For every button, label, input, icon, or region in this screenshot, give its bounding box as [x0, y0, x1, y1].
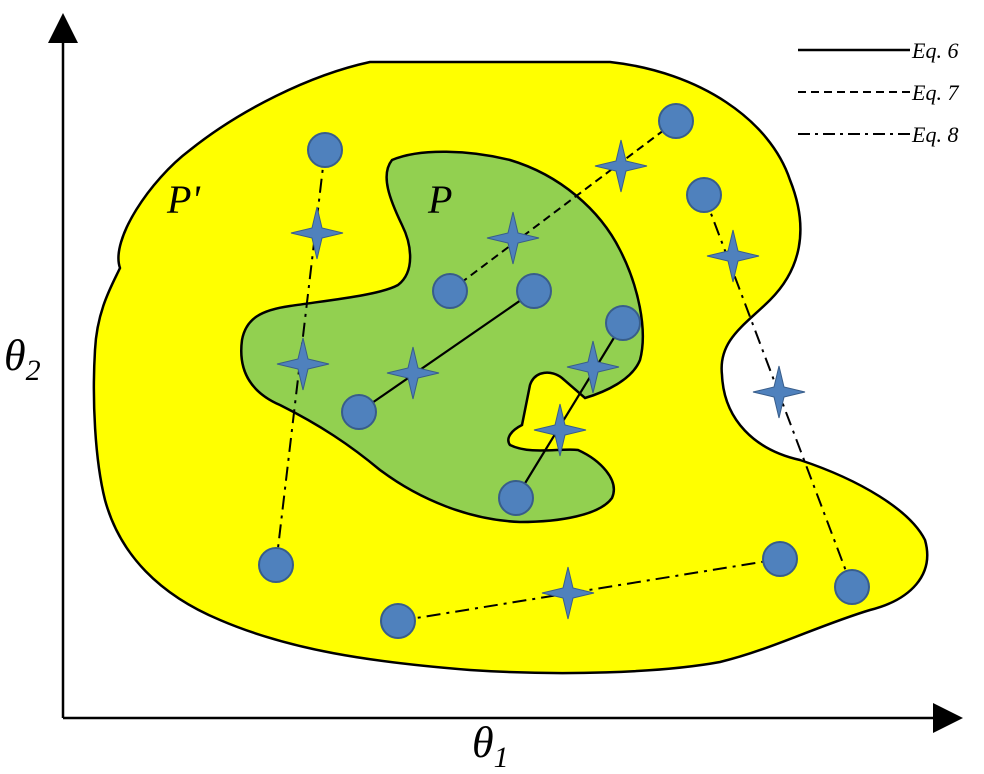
- star-marker: [386, 346, 440, 400]
- point-marker: [498, 480, 534, 516]
- star-marker: [706, 229, 760, 283]
- point-marker: [834, 569, 870, 605]
- point-marker: [258, 547, 294, 583]
- legend: Eq. 6 Eq. 7 Eq. 8: [798, 38, 959, 147]
- star-marker: [566, 340, 620, 394]
- legend-label-eq7: Eq. 7: [911, 80, 959, 105]
- connection-line-solid: [358, 290, 535, 413]
- region-label-p-prime: P': [166, 177, 201, 222]
- point-markers: [258, 103, 870, 639]
- star-marker: [594, 139, 648, 193]
- point-marker: [605, 305, 641, 341]
- region-p: [240, 150, 644, 524]
- star-marker: [752, 365, 806, 419]
- connection-line-dashed: [449, 120, 677, 292]
- connection-line-dashdot: [397, 558, 781, 622]
- y-axis-label: θ2: [4, 331, 41, 387]
- point-marker: [658, 103, 694, 139]
- point-marker: [516, 273, 552, 309]
- point-marker: [432, 273, 468, 309]
- legend-label-eq6: Eq. 6: [911, 38, 958, 63]
- point-marker: [307, 132, 343, 168]
- point-marker: [762, 541, 798, 577]
- point-marker: [380, 603, 416, 639]
- star-markers: [276, 139, 806, 620]
- star-marker: [290, 206, 344, 260]
- star-marker: [541, 566, 595, 620]
- point-marker: [341, 394, 377, 430]
- region-label-p: P: [427, 177, 452, 222]
- star-marker: [276, 337, 330, 391]
- point-marker: [686, 177, 722, 213]
- x-axis-label: θ1: [472, 718, 509, 774]
- star-marker: [486, 211, 540, 265]
- connection-line-solid: [515, 322, 624, 499]
- star-marker: [533, 403, 587, 457]
- legend-label-eq8: Eq. 8: [911, 122, 958, 147]
